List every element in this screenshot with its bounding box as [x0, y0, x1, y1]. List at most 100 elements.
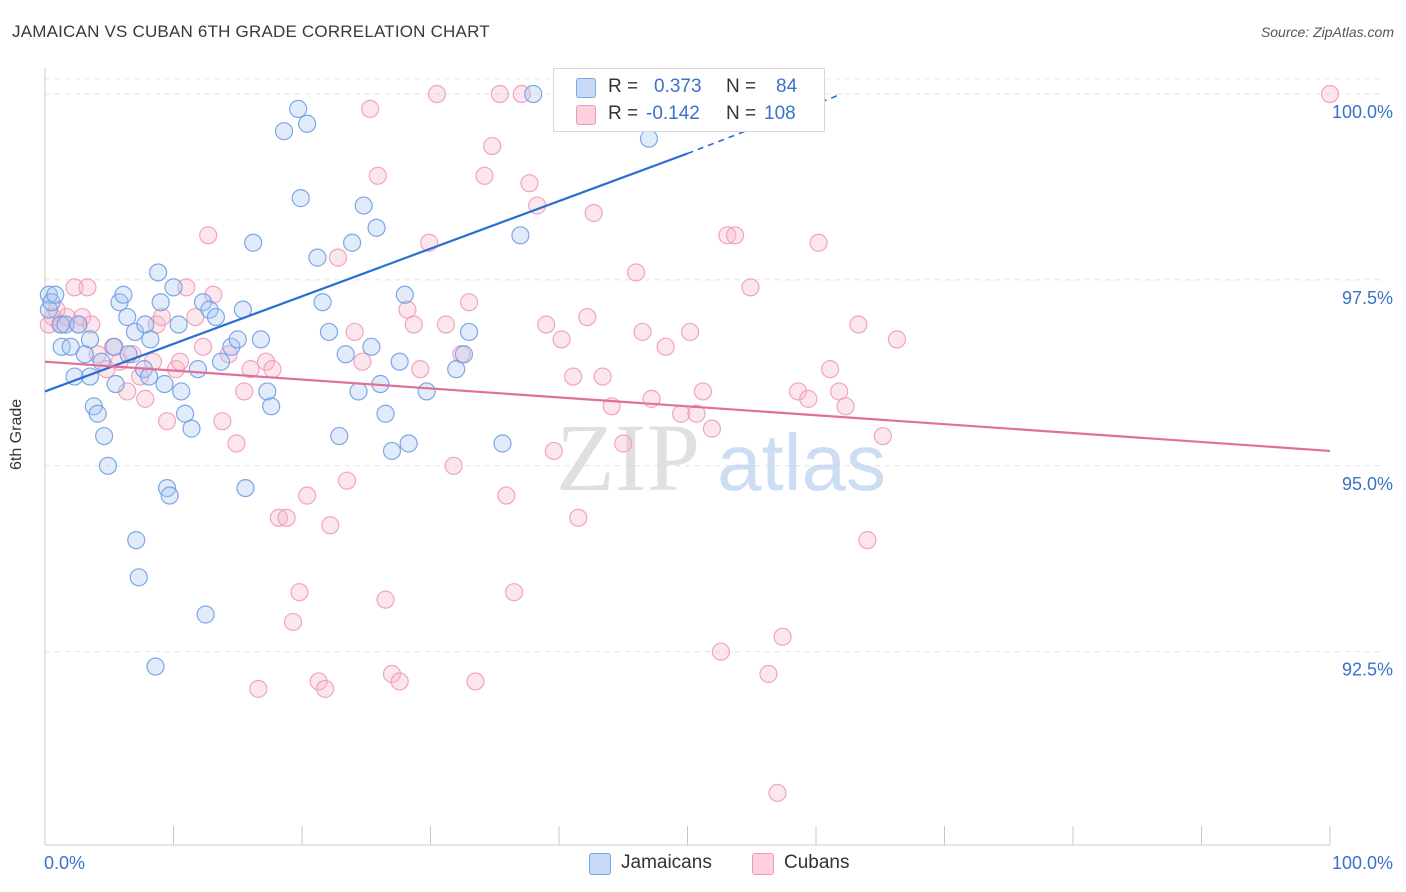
cubans-point: [702, 419, 722, 438]
jamaicans-point: [118, 307, 137, 327]
jamaicans-point: [169, 315, 188, 334]
legend-n-label: N =: [726, 103, 757, 124]
cubans-point: [368, 166, 387, 185]
jamaicans-point: [98, 456, 118, 475]
cubans-point: [427, 84, 447, 104]
jamaicans-point: [382, 441, 402, 461]
jamaicans-point: [105, 337, 124, 356]
jamaicans-point: [139, 367, 159, 386]
x-tick-label: 100.0%: [1332, 853, 1393, 873]
cubans-point: [361, 99, 380, 118]
jamaicans-point: [454, 345, 474, 364]
jamaicans-point: [160, 486, 179, 505]
jamaicans-point: [95, 426, 114, 446]
jamaicans-point: [390, 352, 409, 371]
jamaicans-point: [151, 293, 170, 312]
jamaicans-point: [274, 122, 294, 141]
jamaicans-swatch: [576, 78, 596, 98]
legend-n-value: 84: [776, 76, 798, 97]
jamaicans-point: [51, 315, 70, 334]
legend-r-label: R =: [608, 103, 639, 124]
jamaicans-legend-swatch: [589, 853, 611, 875]
jamaicans-point: [127, 531, 146, 550]
legend-r-value: 0.373: [654, 76, 702, 97]
correlation-legend: R = 0.373 N = 84 R = -0.142 N = 108: [553, 68, 825, 132]
jamaicans-point: [69, 315, 88, 334]
cubans-point: [1320, 84, 1340, 104]
jamaicans-point: [362, 337, 381, 356]
cubans-point: [263, 360, 282, 379]
y-tick-label: 95.0%: [1342, 474, 1393, 494]
cubans-point: [614, 434, 633, 453]
jamaicans-point: [236, 479, 255, 498]
cubans-point: [213, 412, 232, 431]
cubans-point: [718, 226, 737, 245]
cubans-point: [849, 315, 868, 334]
cubans-point: [490, 84, 509, 104]
jamaicans-point: [211, 352, 231, 371]
jamaicans-point: [164, 278, 183, 297]
cubans-point: [475, 166, 494, 185]
jamaicans-point: [39, 285, 58, 304]
jamaicans-point: [395, 285, 414, 304]
cubans-point: [497, 486, 516, 505]
jamaicans-point: [228, 330, 247, 349]
jamaicans-point: [262, 397, 281, 416]
cubans-point: [633, 322, 652, 342]
cubans-point: [177, 278, 196, 297]
jamaicans-point: [196, 605, 215, 624]
cubans-point: [459, 293, 479, 312]
cubans-point: [321, 516, 340, 535]
jamaicans-point: [206, 307, 226, 327]
legend-n-value: 108: [764, 103, 796, 124]
jamaicans-point: [376, 404, 395, 423]
jamaicans-point: [157, 479, 177, 498]
y-tick-label: 97.5%: [1342, 288, 1393, 308]
cubans-point: [578, 307, 597, 327]
jamaicans-point: [141, 330, 160, 349]
watermark-zip: ZIP: [556, 404, 700, 511]
cubans-point: [504, 583, 524, 602]
cubans-point: [626, 263, 646, 282]
jamaicans-point: [447, 360, 466, 379]
cubans-legend-swatch: [752, 853, 774, 875]
jamaicans-point: [524, 84, 543, 104]
cubans-point: [483, 136, 502, 156]
cubans-point: [768, 783, 787, 803]
cubans-point: [298, 486, 317, 505]
watermark-atlas: atlas: [717, 418, 886, 507]
jamaicans-trend-line: [44, 152, 688, 393]
cubans-point: [170, 352, 190, 371]
jamaicans-point: [172, 382, 191, 401]
jamaicans-point: [88, 404, 107, 423]
cubans-point: [873, 426, 892, 446]
cubans-point: [773, 627, 792, 646]
cubans-point: [309, 672, 328, 691]
jamaicans-point: [56, 315, 75, 334]
jamaicans-point: [193, 293, 213, 312]
cubans-point: [199, 226, 218, 245]
source-label: Source: ZipAtlas.com: [1260, 24, 1394, 40]
cubans-point: [152, 307, 172, 327]
jamaicans-point: [313, 293, 332, 312]
jamaicans-point: [459, 322, 479, 342]
cubans-point: [544, 441, 563, 461]
jamaicans-point: [349, 382, 368, 401]
cubans-point: [680, 322, 700, 342]
cubans-point: [249, 679, 268, 698]
jamaicans-point: [251, 330, 270, 349]
legend-r-label: R =: [608, 76, 639, 97]
y-tick-label: 92.5%: [1342, 660, 1393, 680]
cubans-point: [693, 382, 713, 401]
cubans-point: [671, 404, 691, 423]
jamaicans-point: [106, 374, 125, 394]
cubans-point: [256, 352, 276, 371]
cubans-point: [564, 367, 583, 386]
cubans-point: [345, 322, 364, 342]
cubans-swatch: [576, 105, 596, 125]
cubans-legend-label: Cubans: [784, 852, 850, 873]
watermark: ZIP atlas: [556, 404, 886, 511]
cubans-point: [809, 233, 828, 252]
cubans-point: [404, 315, 423, 334]
jamaicans-point: [114, 285, 133, 304]
